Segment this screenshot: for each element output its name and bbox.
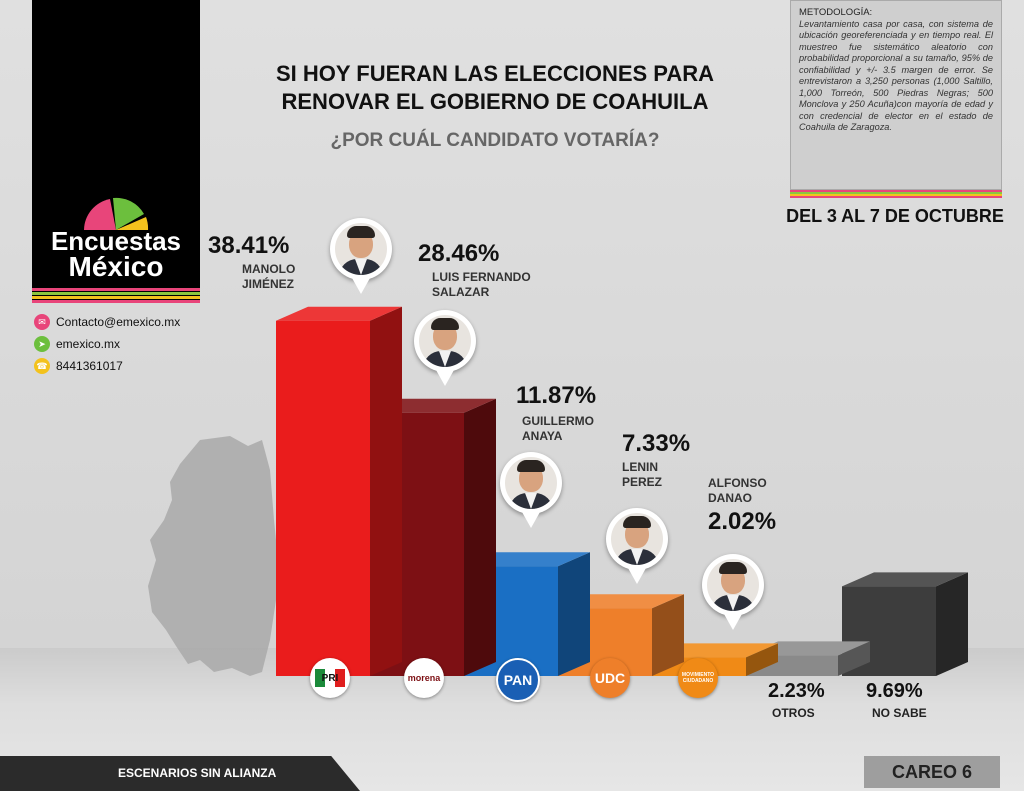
candidate-name-alfonso: ALFONSO DANAO <box>708 476 767 505</box>
category-label-no-sabe: NO SABE <box>872 706 927 720</box>
contact-phone-text: 8441361017 <box>56 359 123 373</box>
value-label-alfonso: 2.02% <box>708 508 777 535</box>
party-logo-pan: PAN <box>496 658 540 702</box>
brand-name-line1: Encuestas <box>50 226 182 256</box>
methodology-stripes <box>790 190 1002 198</box>
title-line1: SI HOY FUERAN LAS ELECCIONES PARA <box>275 61 714 86</box>
bar-front-manolo <box>276 320 370 676</box>
methodology-stripe <box>790 190 1002 192</box>
brand-stripe <box>32 300 200 303</box>
value-label-lenin: 7.33% <box>622 430 691 457</box>
methodology-stripe <box>790 194 1002 196</box>
candidate-photo-guillermo <box>500 452 562 528</box>
candidate-name-lenin: LENIN PEREZ <box>622 460 663 489</box>
bar-side-alfonso <box>746 643 778 676</box>
bar-top-no-sabe <box>842 572 968 587</box>
bar-side-guillermo <box>558 552 590 676</box>
bar-side-otros <box>838 641 870 676</box>
party-logo-pri: PRI <box>310 658 350 698</box>
mc-logo-text: MOVIMIENTO CIUDADANO <box>681 672 715 684</box>
candidate-name-luis-fernando: LUIS FERNANDO SALAZAR <box>432 270 531 299</box>
bar-side-luis-fernando <box>464 398 496 676</box>
bar-no-sabe <box>842 572 968 676</box>
pri-logo-text: PRI <box>321 672 339 684</box>
email-icon: ✉ <box>34 314 50 330</box>
bar-top-manolo <box>276 306 402 321</box>
contact-email[interactable]: ✉ Contacto@emexico.mx <box>34 314 180 330</box>
chart-subtitle: ¿POR CUÁL CANDIDATO VOTARÍA? <box>330 130 660 151</box>
chart-title: SI HOY FUERAN LAS ELECCIONES PARA RENOVA… <box>210 60 780 116</box>
methodology-stripe <box>790 196 1002 198</box>
brand-stripes <box>32 288 200 303</box>
brand-stripe <box>32 288 200 291</box>
candidate-photo-lenin <box>606 508 668 584</box>
survey-dates: DEL 3 AL 7 DE OCTUBRE <box>786 206 1004 226</box>
udc-logo-text: UDC <box>594 670 626 686</box>
brand-logo-icon <box>84 197 149 230</box>
footer-scenario-banner: ESCENARIOS SIN ALIANZA <box>0 756 360 791</box>
footer-careo-banner: CAREO 6 <box>864 756 1000 788</box>
phone-icon: ☎ <box>34 358 50 374</box>
pan-logo-text: PAN <box>503 672 533 688</box>
value-label-guillermo: 11.87% <box>516 382 597 409</box>
brand-stripe <box>32 296 200 299</box>
contact-website[interactable]: ➤ emexico.mx <box>34 336 120 352</box>
title-line2: RENOVAR EL GOBIERNO DE COAHUILA <box>281 89 709 114</box>
morena-logo-text: morena <box>407 673 441 683</box>
value-label-luis-fernando: 28.46% <box>418 240 500 267</box>
methodology-stripe <box>790 192 1002 194</box>
methodology-box: METODOLOGÍA: Levantamiento casa por casa… <box>790 0 1002 190</box>
party-logo-morena: morena <box>404 658 444 698</box>
bar-side-manolo <box>370 306 402 676</box>
contact-email-text: Contacto@emexico.mx <box>56 315 181 329</box>
footer-scenario-text: ESCENARIOS SIN ALIANZA <box>118 766 277 780</box>
cursor-icon: ➤ <box>34 336 50 352</box>
value-label-no-sabe: 9.69% <box>866 680 923 702</box>
brand-name: Encuestas México <box>32 226 200 282</box>
methodology-title: METODOLOGÍA: <box>799 7 873 18</box>
candidate-name-guillermo: GUILLERMO ANAYA <box>522 414 594 443</box>
candidate-photo-luis-fernando <box>414 310 476 386</box>
category-label-otros: OTROS <box>772 706 815 720</box>
candidate-name-manolo: MANOLO JIMÉNEZ <box>242 262 296 291</box>
party-logo-udc: UDC <box>590 658 630 698</box>
bar-side-lenin <box>652 594 684 676</box>
brand-name-line2: México <box>68 251 164 282</box>
brand-stripe <box>32 292 200 295</box>
value-label-otros: 2.23% <box>768 680 825 702</box>
bar-manolo <box>276 306 402 676</box>
value-label-manolo: 38.41% <box>208 232 290 259</box>
bar-side-no-sabe <box>936 572 968 676</box>
coahuila-map-shape <box>148 436 278 676</box>
footer-careo-text: CAREO 6 <box>891 762 972 782</box>
methodology-body: Levantamiento casa por casa, con sistema… <box>799 18 993 133</box>
pri-logo-icon <box>315 669 345 687</box>
party-logo-mc: MOVIMIENTO CIUDADANO <box>678 658 718 698</box>
candidate-photo-manolo <box>330 218 392 294</box>
contact-phone[interactable]: ☎ 8441361017 <box>34 358 123 374</box>
candidate-photo-alfonso <box>702 554 764 630</box>
brand-panel <box>32 0 200 300</box>
contact-website-text: emexico.mx <box>56 337 121 351</box>
